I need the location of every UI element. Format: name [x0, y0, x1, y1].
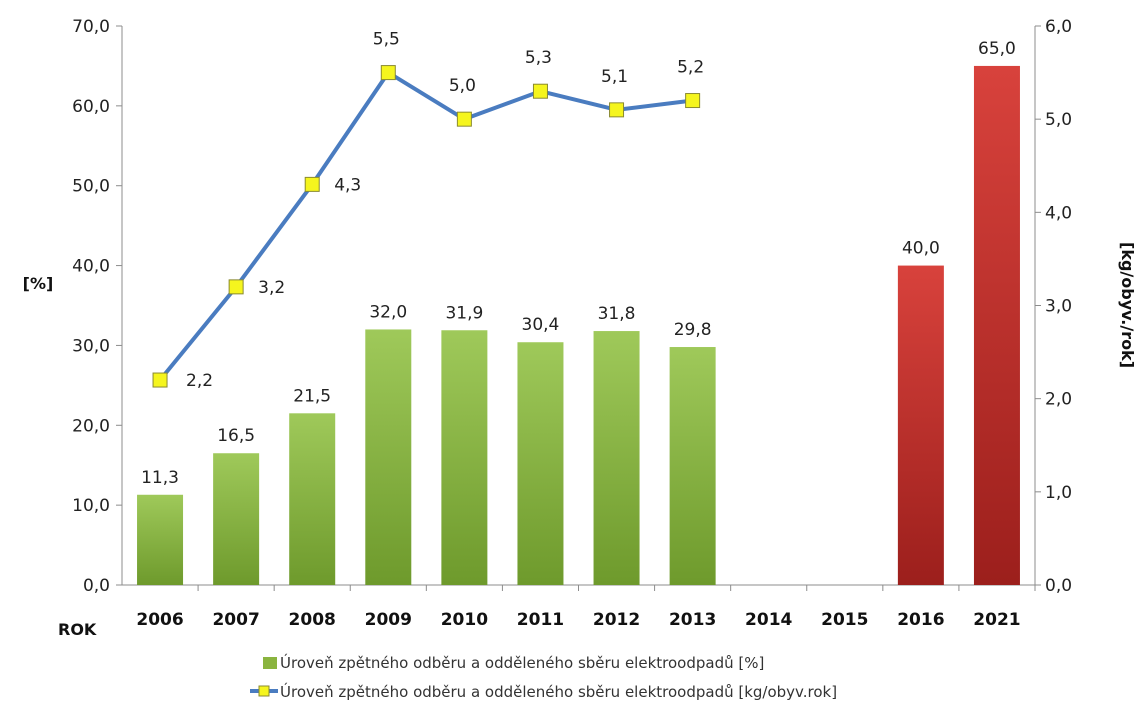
- line-marker: [228, 279, 244, 295]
- bar-data-label: 32,0: [369, 302, 407, 322]
- x-tick-label: 2014: [745, 610, 792, 630]
- x-tick-label: 2021: [973, 610, 1020, 630]
- x-tick-label: 2007: [212, 610, 259, 630]
- bar: [365, 329, 412, 585]
- bar-data-label: 31,9: [445, 303, 483, 323]
- bar-data-label: 16,5: [217, 426, 255, 446]
- y-tick-label: 50,0: [72, 177, 110, 197]
- x-tick-label: 2009: [365, 610, 412, 630]
- y2-tick-label: 6,0: [1045, 17, 1072, 37]
- line-series: [152, 65, 701, 388]
- y2-axis-label: [kg/obyv./rok]: [1118, 242, 1137, 368]
- bar-data-label: 40,0: [902, 239, 940, 259]
- line-data-label: 5,2: [677, 58, 704, 78]
- legend-line-label: Úroveň zpětného odběru a odděleného sběr…: [280, 682, 837, 701]
- y-tick-label: 20,0: [72, 416, 110, 436]
- legend-bar-swatch: [263, 657, 277, 669]
- x-tick-label: 2015: [821, 610, 868, 630]
- line-data-label: 3,2: [258, 278, 285, 298]
- line-data-label: 5,0: [449, 76, 476, 96]
- x-tick-label: 2012: [593, 610, 640, 630]
- bar-data-label: 31,8: [598, 304, 636, 324]
- line-data-label: 5,5: [373, 30, 400, 50]
- legend-bar-label: Úroveň zpětného odběru a odděleného sběr…: [280, 653, 764, 672]
- y-tick-label: 40,0: [72, 257, 110, 277]
- line-marker: [380, 65, 396, 81]
- y2-tick-label: 1,0: [1045, 483, 1072, 503]
- bar: [593, 331, 640, 585]
- bar: [213, 453, 260, 585]
- x-tick-label: 2006: [136, 610, 183, 630]
- bar-data-label: 65,0: [978, 39, 1016, 59]
- line-marker: [304, 176, 320, 192]
- x-tick-label: 2016: [897, 610, 944, 630]
- y-tick-label: 60,0: [72, 97, 110, 117]
- line-marker: [532, 83, 548, 99]
- y-axis-label: [%]: [23, 274, 54, 293]
- bar: [137, 494, 184, 585]
- legend: Úroveň zpětného odběru a odděleného sběr…: [250, 653, 837, 701]
- x-tick-label: 2008: [289, 610, 336, 630]
- bars: [137, 65, 1020, 585]
- axes: 0,0 10,0 20,0 30,0 40,0 50,0 60,0 70,0 0,0 1,0 2,0…: [72, 17, 1072, 630]
- y-tick-label: 10,0: [72, 496, 110, 516]
- y2-tick-label: 2,0: [1045, 390, 1072, 410]
- line-marker: [685, 93, 701, 109]
- bar: [441, 330, 488, 585]
- legend-line-marker: [258, 685, 270, 697]
- line-data-label: 2,2: [186, 371, 213, 391]
- y-tick-label: 30,0: [72, 336, 110, 356]
- bar-data-label: 30,4: [522, 315, 560, 335]
- bar-data-label: 29,8: [674, 320, 712, 340]
- x-tick-label: 2011: [517, 610, 564, 630]
- bar-data-label: 11,3: [141, 468, 179, 488]
- line-marker: [152, 372, 168, 388]
- x-tick-label: 2013: [669, 610, 716, 630]
- x-tick-label: 2010: [441, 610, 488, 630]
- bar: [669, 347, 716, 585]
- bar: [289, 413, 336, 585]
- line-data-label: 4,3: [334, 175, 361, 195]
- line-marker: [609, 102, 625, 118]
- y2-tick-label: 5,0: [1045, 110, 1072, 130]
- bar: [973, 65, 1020, 585]
- y-tick-label: 0,0: [83, 576, 110, 596]
- x-axis-label: ROK: [58, 620, 97, 639]
- bar: [517, 342, 564, 585]
- y2-tick-label: 0,0: [1045, 576, 1072, 596]
- bar: [897, 265, 944, 585]
- y2-tick-label: 3,0: [1045, 297, 1072, 317]
- y-tick-label: 70,0: [72, 17, 110, 37]
- line-data-label: 5,1: [601, 67, 628, 87]
- line-path: [158, 70, 693, 382]
- bar-data-label: 21,5: [293, 386, 331, 406]
- data-labels: 11,3 16,5 21,5 32,0 31,9 30,4 31,8 29,8 40,0 65,0…: [141, 30, 1016, 488]
- line-marker: [456, 111, 472, 127]
- y2-tick-label: 4,0: [1045, 203, 1072, 223]
- line-data-label: 5,3: [525, 48, 552, 68]
